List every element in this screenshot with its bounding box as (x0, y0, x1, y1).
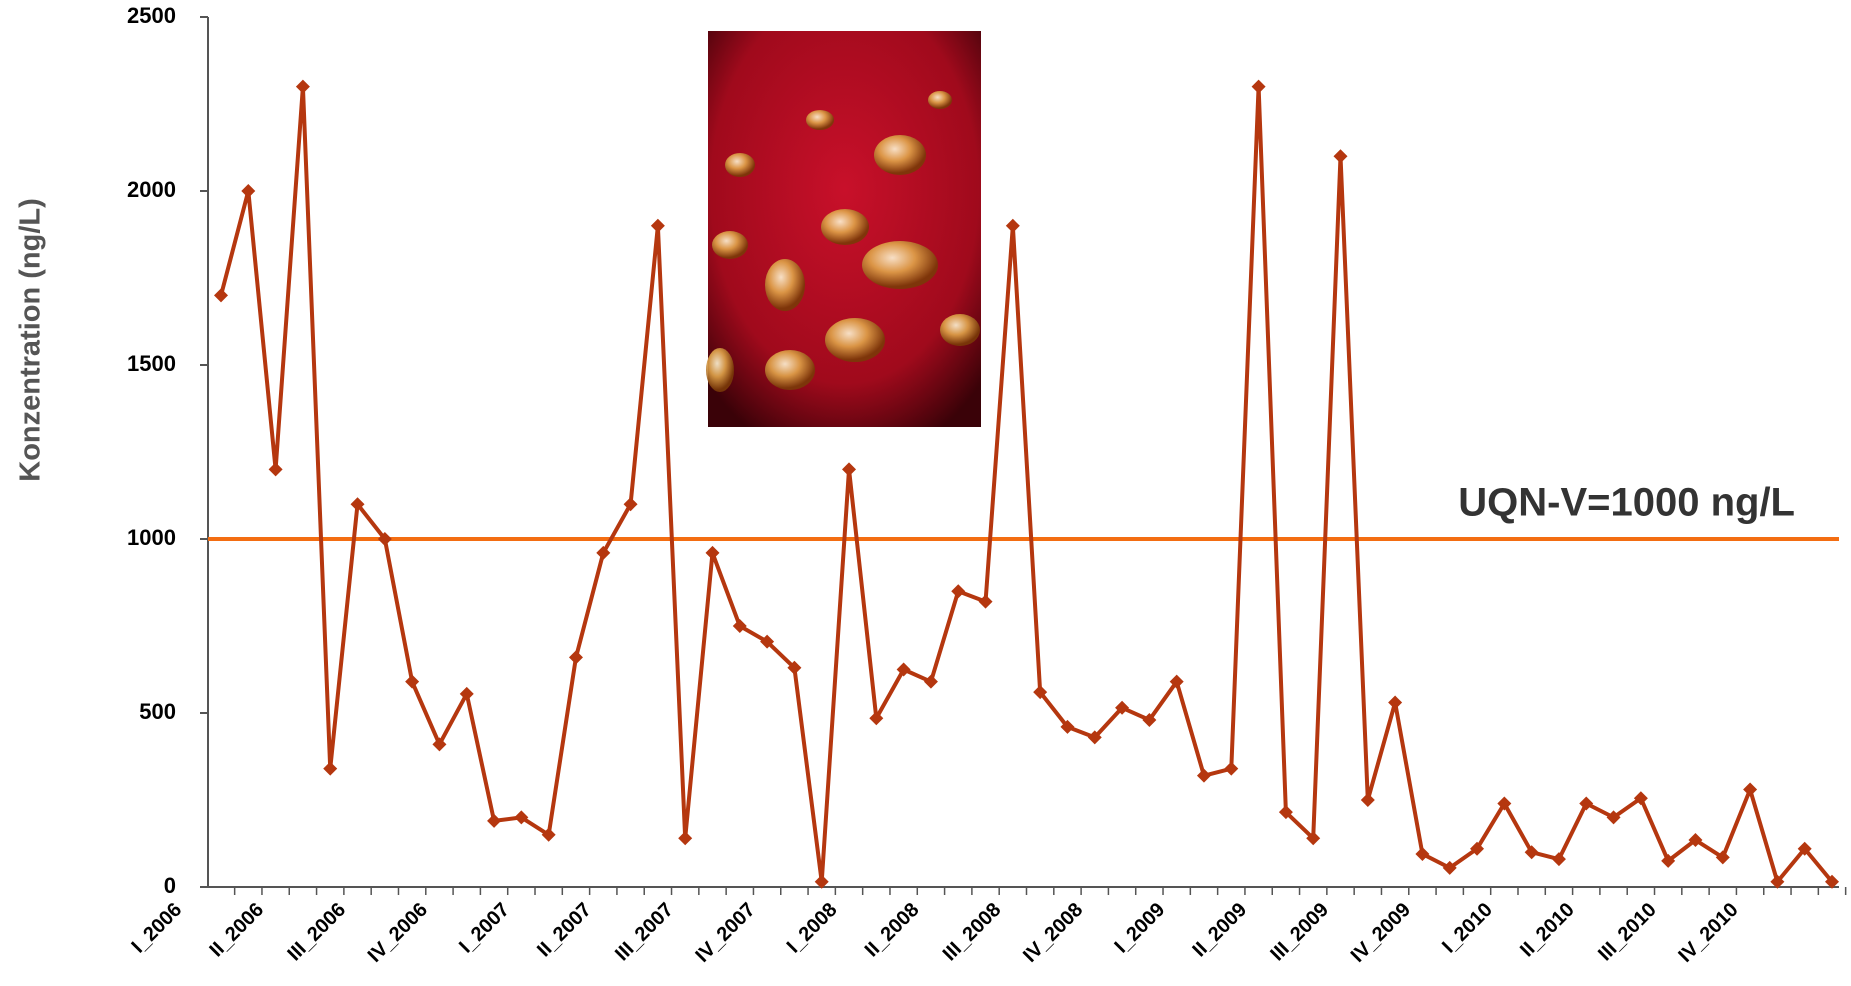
data-point (1115, 700, 1130, 715)
data-point (541, 827, 556, 842)
x-tick-label: IV_2010 (1674, 899, 1742, 967)
data-point (1442, 860, 1457, 875)
y-tick-label: 2500 (127, 3, 176, 28)
x-tick-label: II_2007 (533, 899, 596, 962)
data-point (1224, 761, 1239, 776)
data-point (1797, 841, 1812, 856)
data-point (760, 634, 775, 649)
x-tick-label: IV_2007 (691, 899, 759, 967)
data-point (1470, 841, 1485, 856)
data-point (1196, 768, 1211, 783)
data-point (1633, 791, 1648, 806)
data-point (1005, 218, 1020, 233)
reference-label: UQN-V=1000 ng/L (1458, 481, 1795, 525)
data-point (514, 810, 529, 825)
data-point (705, 545, 720, 560)
data-point (732, 619, 747, 633)
x-tick-label: I_2006 (127, 899, 186, 958)
y-axis-title: Konzentration (ng/L) (15, 198, 47, 482)
data-point (1060, 719, 1075, 734)
data-point (214, 288, 228, 303)
data-point (1087, 730, 1102, 745)
data-point (978, 594, 993, 609)
x-tick-label: II_2009 (1188, 899, 1251, 962)
data-point (923, 674, 938, 689)
data-point (1497, 796, 1512, 811)
x-tick-label: III_2007 (611, 899, 678, 966)
data-point (814, 874, 829, 889)
data-point (568, 650, 583, 665)
y-tick-label: 1000 (127, 525, 176, 550)
x-tick-label: I_2007 (455, 899, 514, 958)
data-point (1169, 674, 1184, 689)
y-tick-label: 1500 (127, 351, 176, 376)
x-tick-label: III_2009 (1266, 899, 1333, 966)
data-point (1551, 852, 1566, 867)
data-point (405, 674, 420, 689)
data-point (896, 662, 911, 677)
data-point (487, 813, 502, 828)
data-point (241, 184, 256, 198)
data-point (350, 497, 365, 512)
x-tick-label: I_2010 (1438, 899, 1497, 958)
x-tick-label: IV_2006 (364, 899, 432, 967)
y-tick-label: 2000 (127, 177, 176, 202)
x-tick-label: II_2008 (861, 899, 924, 962)
data-point (596, 545, 611, 560)
data-point (869, 711, 884, 726)
data-point (377, 532, 392, 546)
data-point (459, 686, 474, 701)
x-tick-label: III_2010 (1594, 899, 1661, 966)
data-point (842, 462, 857, 477)
data-point (1306, 831, 1321, 846)
data-point (678, 831, 693, 846)
data-point (1825, 874, 1839, 889)
data-point (1688, 833, 1703, 848)
data-point (951, 584, 966, 599)
x-tick-label: I_2008 (783, 899, 842, 958)
data-point (787, 660, 802, 675)
y-tick-label: 500 (139, 699, 176, 724)
data-point (268, 462, 283, 477)
data-point (1579, 796, 1594, 811)
data-point (1524, 845, 1539, 860)
data-point (1743, 782, 1758, 797)
data-point (295, 79, 310, 94)
data-point (1033, 685, 1048, 700)
data-point (1251, 79, 1266, 94)
data-point (1606, 810, 1621, 825)
data-point (432, 737, 447, 752)
photo (706, 31, 981, 427)
data-point (1770, 874, 1785, 889)
data-point (623, 497, 638, 512)
x-tick-label: IV_2009 (1347, 899, 1415, 967)
data-point (1661, 853, 1676, 868)
x-tick-label: II_2010 (1516, 899, 1579, 962)
x-tick-label: I_2009 (1110, 899, 1169, 958)
data-point (1715, 850, 1730, 865)
data-point (1278, 805, 1293, 820)
x-tick-label: III_2006 (283, 899, 350, 966)
data-point (1142, 712, 1157, 727)
data-point (1415, 846, 1430, 861)
x-tick-label: IV_2008 (1019, 899, 1087, 967)
x-tick-label: II_2006 (205, 899, 268, 962)
data-line (219, 84, 1834, 884)
data-point (323, 761, 338, 776)
x-tick-label: III_2008 (939, 899, 1006, 966)
data-point (1360, 793, 1375, 807)
data-point (650, 218, 665, 233)
y-tick-label: 0 (164, 873, 176, 898)
data-point (1388, 695, 1403, 710)
data-point (1333, 149, 1348, 164)
